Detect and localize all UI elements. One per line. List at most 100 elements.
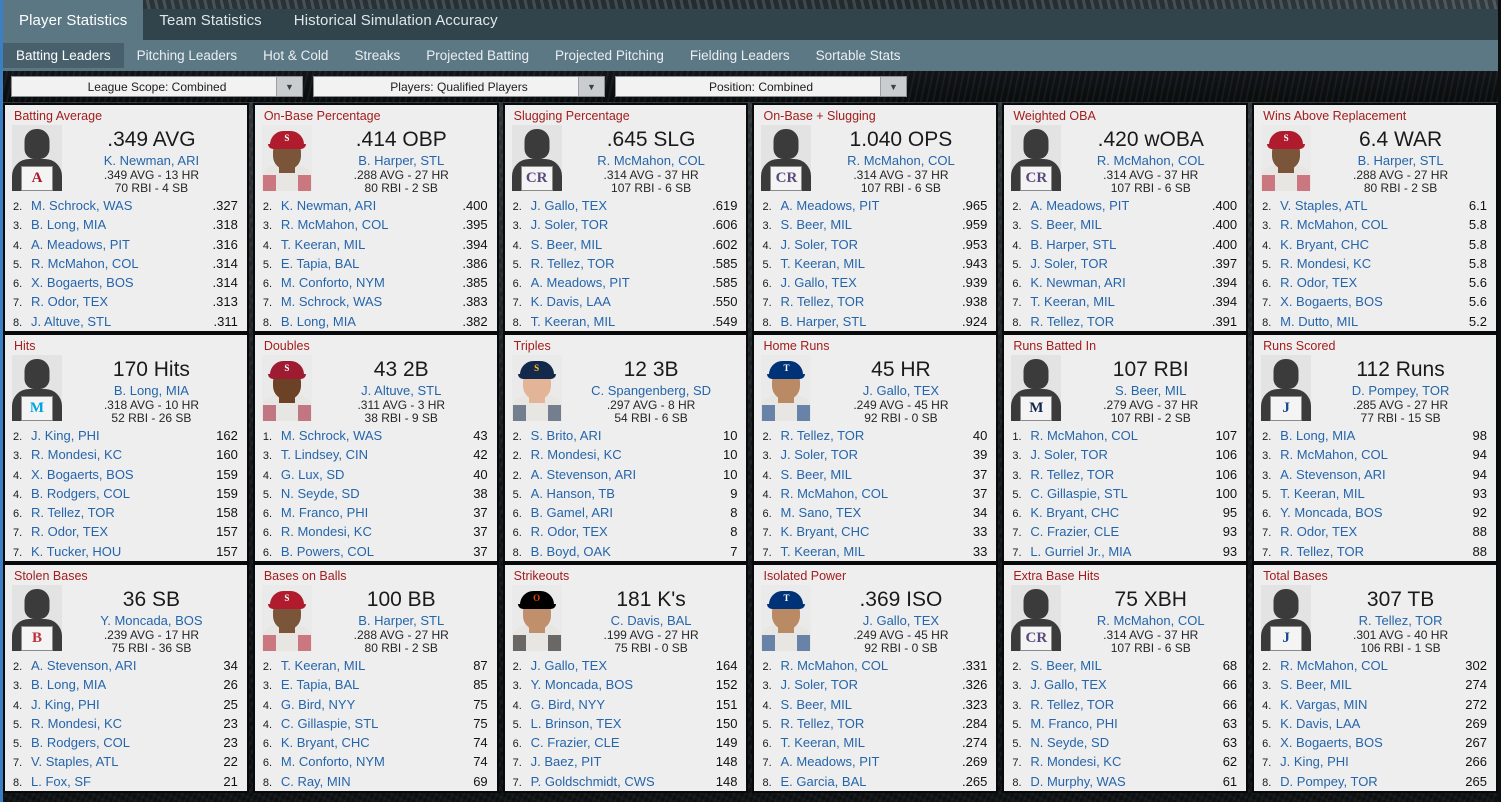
list-item[interactable]: 3. T. Lindsey, CIN 42 — [255, 447, 497, 466]
player-name-link[interactable]: J. Altuve, STL — [31, 313, 112, 329]
player-name-link[interactable]: G. Bird, NYY — [280, 696, 356, 712]
sub-tab-7[interactable]: Sortable Stats — [815, 48, 901, 63]
player-name-link[interactable]: R. McMahon, COL — [1280, 658, 1388, 673]
player-name-link[interactable]: S. Beer, MIL — [1280, 677, 1352, 693]
list-item[interactable]: 5. M. Franco, PHI 63 — [1004, 716, 1246, 735]
list-item[interactable]: 7. T. Keeran, MIL 33 — [754, 544, 996, 561]
player-name-link[interactable]: B. Long, MIA — [31, 677, 107, 693]
player-name-link[interactable]: N. Seyde, SD — [280, 485, 360, 501]
leader-player-name[interactable]: R. Tellez, TOR — [1358, 613, 1443, 628]
leader-player-name[interactable]: Y. Moncada, BOS — [100, 613, 203, 628]
player-name-link[interactable]: M. Schrock, WAS — [280, 428, 383, 443]
list-item[interactable]: 6. R. Mondesi, KC 37 — [255, 524, 497, 543]
list-item[interactable]: 3. J. Soler, TOR .606 — [505, 217, 747, 236]
list-item[interactable]: 7. L. Gurriel Jr., MIA 93 — [1004, 544, 1246, 561]
list-item[interactable]: 5. A. Hanson, TB 9 — [505, 486, 747, 505]
list-item[interactable]: 5. B. Rodgers, COL 23 — [5, 735, 247, 754]
player-name-link[interactable]: J. Soler, TOR — [530, 217, 609, 233]
player-name-link[interactable]: R. Mondesi, KC — [530, 447, 622, 463]
list-item[interactable]: 7. A. Meadows, PIT .269 — [754, 754, 996, 773]
player-name-link[interactable]: S. Beer, MIL — [1030, 658, 1102, 673]
main-tab-1[interactable]: Team Statistics — [159, 11, 262, 29]
list-item[interactable]: 3. R. McMahon, COL 5.8 — [1254, 217, 1496, 236]
list-item[interactable]: 7. K. Davis, LAA .550 — [505, 294, 747, 313]
player-name-link[interactable]: A. Stevenson, ARI — [530, 466, 637, 482]
list-item[interactable]: 6. R. Odor, TEX 5.6 — [1254, 275, 1496, 294]
player-name-link[interactable]: L. Brinson, TEX — [530, 715, 622, 731]
list-item[interactable]: 5. N. Seyde, SD 38 — [255, 486, 497, 505]
sub-tab-5[interactable]: Projected Pitching — [555, 48, 664, 63]
list-item[interactable]: 2. B. Long, MIA 98 — [1254, 428, 1496, 447]
player-name-link[interactable]: M. Schrock, WAS — [280, 294, 383, 310]
player-name-link[interactable]: R. Mondesi, KC — [1030, 754, 1122, 770]
player-name-link[interactable]: B. Boyd, OAK — [530, 543, 611, 559]
list-item[interactable]: 2. K. Newman, ARI .400 — [255, 198, 497, 217]
list-item[interactable]: 8. D. Pompey, TOR 265 — [1254, 774, 1496, 791]
list-item[interactable]: 3. S. Beer, MIL .400 — [1004, 217, 1246, 236]
list-item[interactable]: 3. J. Soler, TOR .326 — [754, 677, 996, 696]
list-item[interactable]: 8. R. Tellez, TOR .391 — [1004, 313, 1246, 331]
player-name-link[interactable]: J. Gallo, TEX — [780, 275, 857, 291]
player-name-link[interactable]: A. Stevenson, ARI — [31, 658, 137, 673]
list-item[interactable]: 3. R. Mondesi, KC 160 — [5, 447, 247, 466]
player-name-link[interactable]: K. Davis, LAA — [530, 294, 611, 310]
list-item[interactable]: 3. J. Soler, TOR 39 — [754, 447, 996, 466]
list-item[interactable]: 4. S. Beer, MIL 37 — [754, 467, 996, 486]
list-item[interactable]: 5. R. Mondesi, KC 23 — [5, 716, 247, 735]
player-name-link[interactable]: A. Stevenson, ARI — [1280, 466, 1386, 482]
player-name-link[interactable]: R. Odor, TEX — [1280, 275, 1358, 291]
leader-player-name[interactable]: R. McMahon, COL — [1096, 613, 1205, 628]
list-item[interactable]: 8. E. Garcia, BAL .265 — [754, 774, 996, 791]
player-name-link[interactable]: C. Frazier, CLE — [1030, 524, 1120, 540]
list-item[interactable]: 8. B. Long, MIA .382 — [255, 314, 497, 331]
list-item[interactable]: 5. R. Tellez, TOR .284 — [754, 716, 996, 735]
list-item[interactable]: 8. C. Ray, MIN 69 — [255, 774, 497, 791]
list-item[interactable]: 4. K. Bryant, CHC 5.8 — [1254, 237, 1496, 256]
filter-dropdown-1[interactable]: Players: Qualified Players ▼ — [313, 76, 605, 97]
player-name-link[interactable]: R. McMahon, COL — [280, 217, 389, 233]
list-item[interactable]: 7. M. Schrock, WAS .383 — [255, 294, 497, 313]
sub-tab-2[interactable]: Hot & Cold — [263, 48, 329, 63]
list-item[interactable]: 2. J. King, PHI 162 — [5, 428, 247, 447]
player-name-link[interactable]: R. McMahon, COL — [780, 485, 889, 501]
list-item[interactable]: 4. R. McMahon, COL 37 — [754, 486, 996, 505]
player-name-link[interactable]: B. Gamel, ARI — [530, 505, 614, 521]
player-name-link[interactable]: R. Tellez, TOR — [1030, 696, 1115, 712]
player-name-link[interactable]: T. Lindsey, CIN — [280, 447, 369, 463]
player-name-link[interactable]: S. Beer, MIL — [780, 696, 853, 712]
player-name-link[interactable]: K. Bryant, CHC — [780, 524, 870, 540]
list-item[interactable]: 6. M. Franco, PHI 37 — [255, 505, 497, 524]
player-name-link[interactable]: M. Sano, TEX — [780, 505, 862, 521]
list-item[interactable]: 4. C. Gillaspie, STL 75 — [255, 716, 497, 735]
list-item[interactable]: 3. R. McMahon, COL .395 — [255, 217, 497, 236]
player-name-link[interactable]: R. Tellez, TOR — [1030, 313, 1115, 329]
list-item[interactable]: 6. B. Powers, COL 37 — [255, 544, 497, 561]
leader-player-name[interactable]: J. Gallo, TEX — [862, 383, 940, 398]
list-item[interactable]: 2. A. Stevenson, ARI 34 — [5, 658, 247, 677]
player-name-link[interactable]: C. Gillaspie, STL — [280, 715, 379, 731]
list-item[interactable]: 2. S. Beer, MIL 68 — [1004, 658, 1246, 677]
player-name-link[interactable]: K. Bryant, CHC — [1030, 505, 1120, 521]
player-name-link[interactable]: S. Beer, MIL — [1030, 217, 1102, 233]
player-name-link[interactable]: R. McMahon, COL — [1280, 217, 1388, 233]
list-item[interactable]: 6. T. Keeran, MIL .274 — [754, 735, 996, 754]
player-name-link[interactable]: E. Tapia, BAL — [280, 255, 360, 271]
list-item[interactable]: 8. B. Boyd, OAK 7 — [505, 543, 747, 561]
player-name-link[interactable]: J. Soler, TOR — [780, 677, 859, 693]
list-item[interactable]: 3. S. Beer, MIL 274 — [1254, 677, 1496, 696]
player-name-link[interactable]: R. Tellez, TOR — [31, 505, 115, 521]
player-name-link[interactable]: R. Mondesi, KC — [1280, 255, 1372, 271]
player-name-link[interactable]: D. Murphy, WAS — [1030, 773, 1126, 789]
player-name-link[interactable]: J. Gallo, TEX — [530, 658, 607, 673]
list-item[interactable]: 3. J. Soler, TOR 106 — [1004, 447, 1246, 466]
player-name-link[interactable]: A. Hanson, TB — [530, 485, 615, 501]
leader-player-name[interactable]: R. McMahon, COL — [1096, 153, 1205, 168]
list-item[interactable]: 7. R. Odor, TEX 157 — [5, 524, 247, 543]
list-item[interactable]: 2. A. Meadows, PIT .965 — [754, 198, 996, 217]
list-item[interactable]: 5. N. Seyde, SD 63 — [1004, 735, 1246, 754]
list-item[interactable]: 5. E. Tapia, BAL .386 — [255, 256, 497, 275]
leader-player-name[interactable]: R. McMahon, COL — [847, 153, 955, 168]
list-item[interactable]: 4. G. Bird, NYY 75 — [255, 697, 497, 716]
player-name-link[interactable]: B. Harper, STL — [1030, 236, 1117, 252]
list-item[interactable]: 2. A. Meadows, PIT .400 — [1004, 198, 1246, 217]
